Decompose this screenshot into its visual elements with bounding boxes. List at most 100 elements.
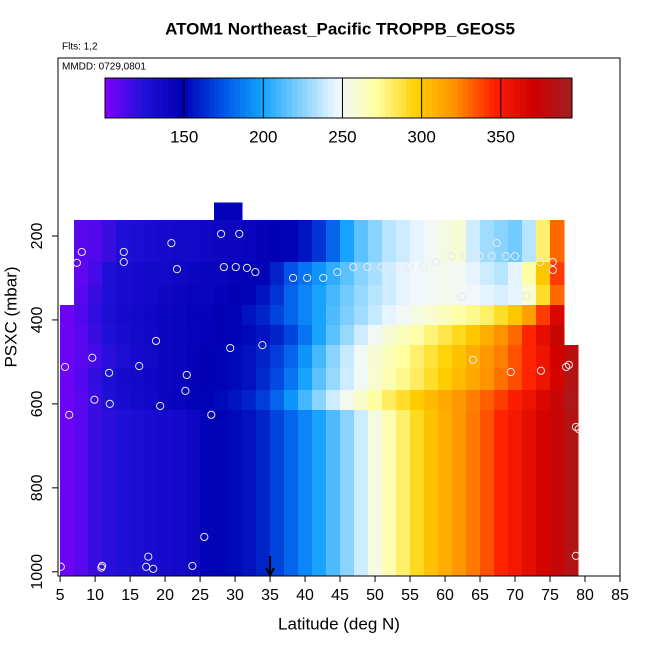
heat-cell [74,324,89,346]
heat-cell [242,304,257,326]
heat-cell [522,390,537,411]
heat-cell [480,324,495,346]
heat-cell [60,345,75,369]
heat-cell [466,262,481,286]
heat-cell [172,262,187,286]
heat-cell [102,367,117,391]
colorbar-cell [447,78,454,118]
flight-point [90,395,99,404]
heat-cell [508,220,523,263]
heat-cell [172,409,187,577]
heat-cell [144,220,159,263]
heat-cell [312,220,327,263]
colorbar-cell [322,78,329,118]
colorbar-cell [488,78,495,118]
heat-cell [536,390,551,411]
heat-cell [494,367,509,391]
heat-cell [424,367,439,391]
colorbar-cell [421,78,428,118]
heat-cell [228,202,243,221]
heat-cell [326,390,341,411]
colorbar-cell [291,78,298,118]
heat-cell [130,220,145,263]
heat-cell [340,262,355,286]
colorbar-cell [380,78,386,118]
flight-point [419,262,428,272]
heat-cell [326,304,341,326]
heat-cell [88,390,103,411]
heat-cell [410,324,425,346]
heat-cell [466,409,481,577]
heat-cell [200,409,215,577]
heat-cell [452,324,467,346]
x-tick-label: 60 [436,587,454,604]
heat-cell [130,367,145,391]
heat-cell [88,285,103,306]
heat-cell [410,345,425,369]
heat-cell [354,324,369,346]
flight-point [231,262,240,272]
heat-cell [354,220,369,263]
colorbar-cell [551,78,557,118]
heat-cell [466,367,481,391]
heat-cell [158,345,173,369]
heat-cell [74,409,89,577]
colorbar-cell [105,78,111,118]
heat-cell [186,390,201,411]
colorbar-cell [156,78,163,118]
heat-cell [396,345,411,369]
heat-cell [102,220,117,263]
colorbar-cell [535,78,542,118]
heat-cell [144,262,159,286]
heat-cell [116,409,131,577]
heat-cell [410,409,425,577]
heat-cell [88,304,103,326]
heat-cell [494,304,509,326]
heat-cell [508,285,523,306]
flight-point [548,265,557,275]
heat-cell [144,285,159,306]
heat-cell [298,262,313,286]
flight-point [510,252,520,261]
heat-cell [340,285,355,306]
heat-cell [326,409,341,577]
colorbar-cell [213,78,220,118]
heat-cell [130,324,145,346]
heat-cell [382,367,397,391]
y-axis-title: PSXC (mbar) [1,266,20,367]
colorbar-cell [463,78,469,118]
colorbar-cell [255,78,262,118]
heat-cell [396,262,411,286]
heat-cell [158,304,173,326]
heat-cell [284,324,299,346]
colorbar-cell [374,78,381,118]
heat-cell [354,409,369,577]
heat-cell [186,220,201,263]
flight-point [149,564,158,573]
heat-cell [172,324,187,346]
marker-arrowhead [265,567,275,578]
heat-cell [144,304,159,326]
colorbar-cell [504,78,511,118]
heat-cell [256,345,271,369]
heat-cell [550,390,565,411]
colorbar-cell [473,78,480,118]
heat-cell [172,220,187,263]
heat-cell [368,390,383,411]
flight-point [104,368,114,377]
heat-cell [172,367,187,391]
colorbar-cell [483,78,490,118]
x-tick-label: 40 [296,587,314,604]
flight-point [60,362,70,372]
heat-cell [200,220,215,263]
heat-cell [354,304,369,326]
heat-cell [130,390,145,411]
heat-cell [340,409,355,577]
x-tick-label: 20 [156,587,174,604]
colorbar-cell [245,78,251,118]
heat-cell [298,220,313,263]
heat-cell [228,285,243,306]
heat-cell [242,262,257,286]
heat-cell [60,324,75,346]
